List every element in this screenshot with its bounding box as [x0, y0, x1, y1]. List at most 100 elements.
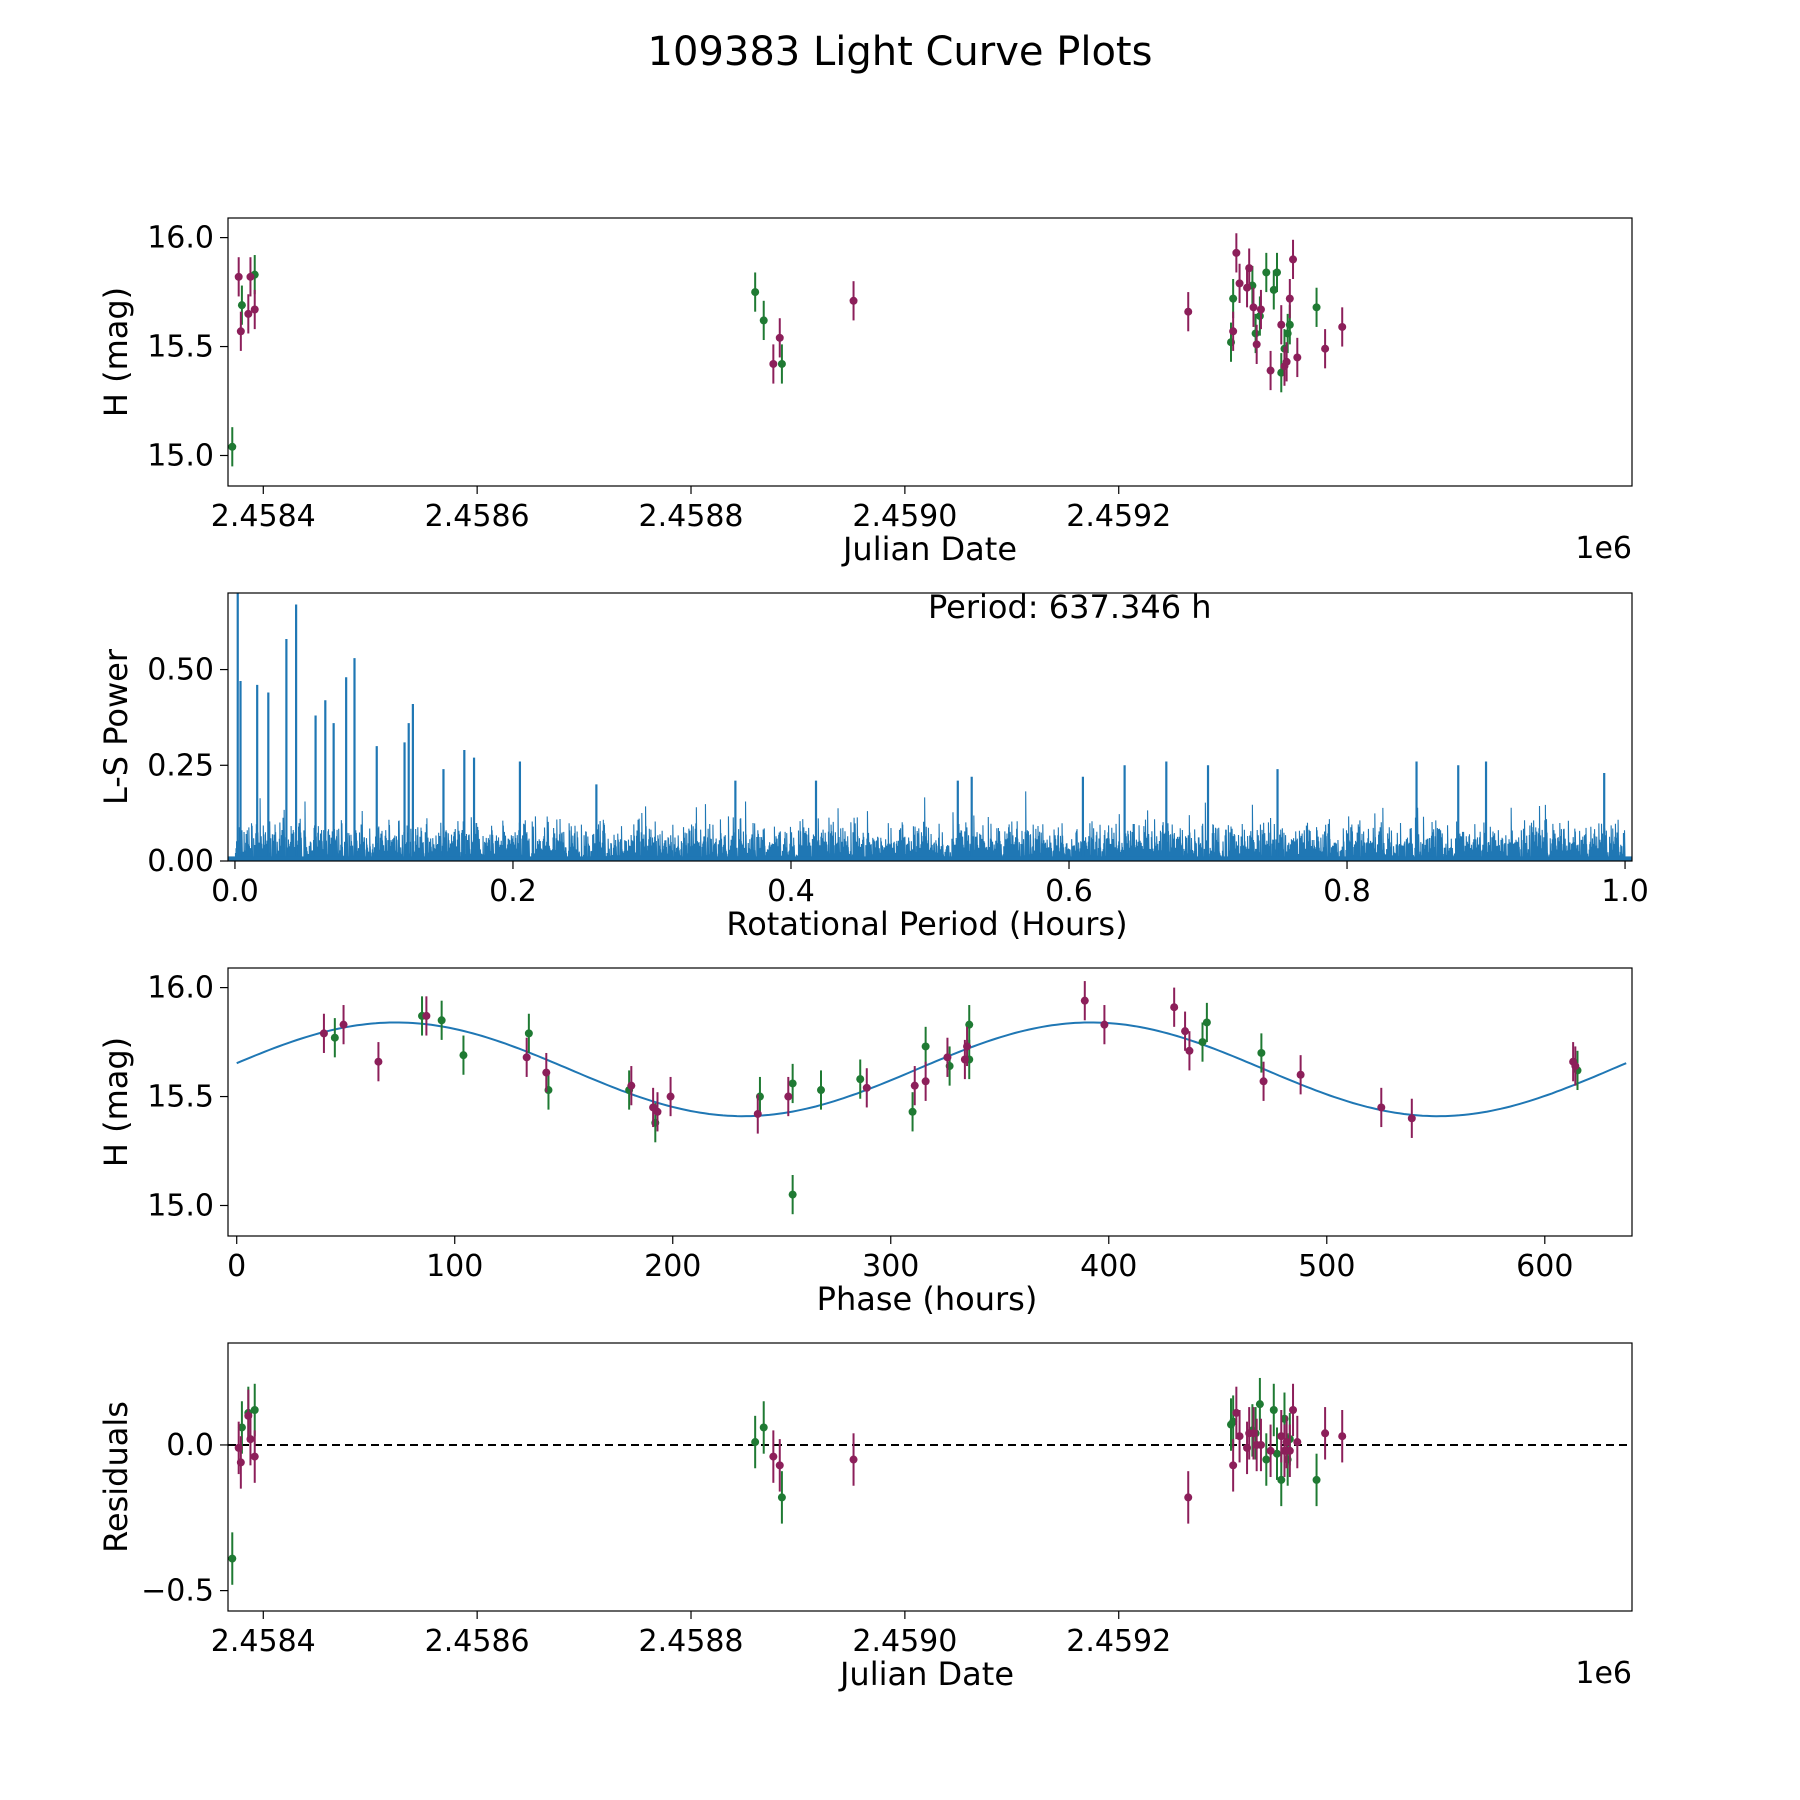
- data-point: [1285, 1446, 1294, 1455]
- periodogram-ylabel: L-S Power: [97, 648, 135, 805]
- data-point: [1181, 1027, 1190, 1036]
- data-point: [1251, 329, 1260, 338]
- data-point: [234, 272, 243, 281]
- data-point: [1235, 1432, 1244, 1441]
- data-point: [1282, 1438, 1291, 1447]
- x-tick-label: 0.4: [767, 874, 815, 909]
- data-point: [849, 296, 858, 305]
- data-point: [751, 288, 760, 297]
- data-point: [775, 1461, 784, 1470]
- x-tick-label: 1.0: [1601, 874, 1649, 909]
- y-tick-label: 15.0: [147, 438, 214, 473]
- data-point: [1296, 1070, 1305, 1079]
- data-point: [1262, 1455, 1271, 1464]
- data-point: [1289, 1406, 1298, 1414]
- x-tick-label: 2.4592: [1066, 499, 1171, 534]
- x-tick-label: 0.6: [1045, 874, 1093, 909]
- x-tick-label: 2.4588: [639, 499, 744, 534]
- y-tick-label: 0.25: [147, 748, 214, 783]
- data-point: [1285, 294, 1294, 303]
- data-point: [236, 1458, 245, 1467]
- data-point: [459, 1051, 468, 1060]
- data-point: [1257, 1048, 1266, 1057]
- periodogram-axis-ticks: 0.0 0.2 0.4 0.6 0.8 1.0 0.00 0.25 0.50: [147, 653, 1649, 909]
- data-point: [910, 1081, 919, 1090]
- data-point: [627, 1081, 636, 1090]
- data-point: [1266, 1446, 1275, 1455]
- data-point: [237, 301, 246, 310]
- raw-ylabel: H (mag): [97, 287, 135, 417]
- residuals-ylabel: Residuals: [97, 1401, 135, 1553]
- plot-area: [228, 233, 1347, 467]
- data-point: [769, 1452, 778, 1461]
- x-tick-label: 0.2: [489, 874, 537, 909]
- x-tick-label: 2.4590: [852, 1624, 957, 1659]
- data-point: [1198, 1038, 1207, 1047]
- x-tick-label: 0: [227, 1249, 246, 1284]
- data-point: [963, 1042, 972, 1051]
- data-point: [777, 359, 786, 368]
- periodogram-axes-frame: [227, 592, 1633, 862]
- data-point: [339, 1020, 348, 1029]
- data-point: [1277, 1432, 1286, 1441]
- data-point: [1202, 1018, 1211, 1027]
- periodogram-xlabel: Rotational Period (Hours): [726, 905, 1127, 943]
- x-tick-label: 2.4584: [211, 499, 316, 534]
- data-point: [1232, 248, 1241, 257]
- data-point: [524, 1029, 533, 1038]
- data-point: [1256, 1440, 1265, 1449]
- y-tick-label: 16.0: [147, 971, 214, 1006]
- y-tick-label: 15.5: [147, 330, 214, 365]
- data-point: [759, 316, 768, 325]
- x-tick-label: 200: [644, 1249, 701, 1284]
- x-tick-label: 100: [426, 1249, 483, 1284]
- plot-area: [228, 593, 1632, 861]
- data-point: [330, 1033, 339, 1042]
- data-point: [1229, 294, 1238, 303]
- y-tick-label: 0.00: [147, 844, 214, 879]
- x-tick-label: 2.4584: [211, 1624, 316, 1659]
- data-point: [1272, 268, 1281, 277]
- data-point: [1277, 1475, 1286, 1484]
- data-point: [1249, 1429, 1258, 1438]
- y-tick-label: 15.5: [147, 1080, 214, 1115]
- data-point: [1080, 996, 1089, 1005]
- x-tick-label: 2.4590: [852, 499, 957, 534]
- data-point: [908, 1107, 917, 1116]
- data-point: [1293, 1438, 1302, 1447]
- x-tick-label: 300: [862, 1249, 919, 1284]
- sinusoid-fit-curve: [236, 1021, 1627, 1118]
- y-tick-label: 15.0: [147, 1188, 214, 1223]
- data-point: [319, 1029, 328, 1038]
- period-annotation: Period: 637.346 h: [928, 588, 1212, 626]
- data-point: [1282, 357, 1291, 366]
- data-point: [244, 309, 253, 318]
- data-point: [1293, 353, 1302, 362]
- data-point: [1571, 1062, 1580, 1071]
- residuals-axis-ticks: 2.4584 2.4586 2.4588 2.4590 2.4592 −0.5 0.0: [141, 1428, 1171, 1659]
- data-point: [921, 1042, 930, 1051]
- phase-axis-ticks: 0 100 200 300 400 500 600 15.0 15.5 16.0: [147, 971, 1573, 1284]
- data-point: [777, 1493, 786, 1502]
- data-point: [522, 1053, 531, 1062]
- data-point: [237, 1423, 246, 1432]
- data-point: [784, 1092, 793, 1101]
- data-point: [666, 1092, 675, 1101]
- residuals-xlabel: Julian Date: [838, 1655, 1014, 1693]
- data-point: [1259, 1077, 1268, 1086]
- data-point: [1289, 255, 1298, 264]
- data-point: [1229, 1461, 1238, 1470]
- data-point: [1338, 322, 1347, 331]
- data-point: [856, 1075, 865, 1084]
- data-point: [751, 1438, 760, 1447]
- periodogram-curve: [228, 593, 1632, 861]
- residuals-axes-frame: [227, 1342, 1633, 1612]
- data-point: [788, 1079, 797, 1088]
- data-point: [250, 305, 259, 314]
- data-point: [1245, 264, 1254, 273]
- data-point: [437, 1016, 446, 1025]
- phase-ylabel: H (mag): [97, 1037, 135, 1167]
- phase-data-points: [236, 981, 1627, 1215]
- data-point: [1285, 320, 1294, 329]
